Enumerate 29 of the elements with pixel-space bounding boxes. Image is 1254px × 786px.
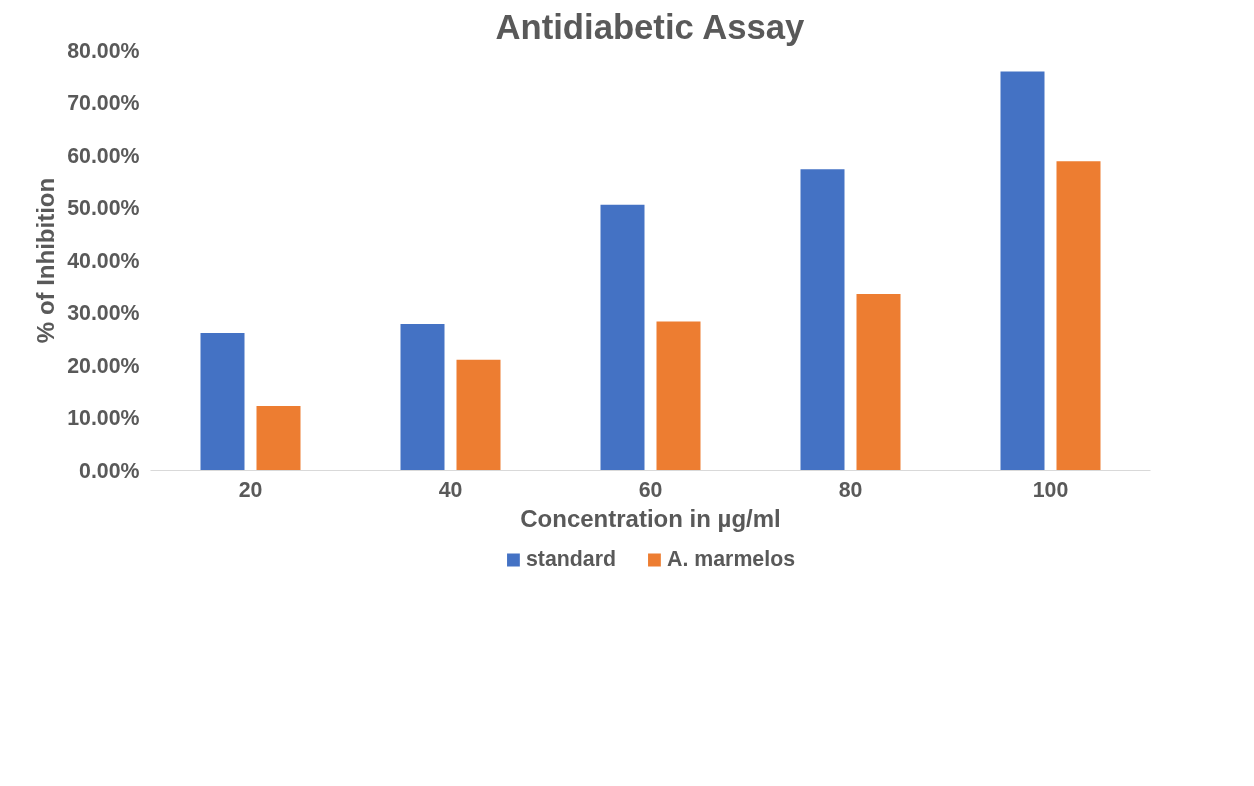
x-tick-label: 40 [438, 477, 463, 502]
y-tick-label: 60.00% [67, 143, 140, 168]
chart-title: Antidiabetic Assay [495, 7, 805, 46]
bar [400, 324, 445, 471]
y-tick-label: 10.00% [67, 406, 140, 430]
y-tick-label: 80.00% [67, 38, 140, 63]
x-tick-label: 20 [238, 477, 263, 502]
y-tick-label: 20.00% [67, 353, 140, 378]
bar [456, 359, 501, 471]
x-tick-label: 100 [1032, 477, 1069, 502]
y-tick-label: 70.00% [67, 91, 140, 115]
x-axis-title: Concentration in µg/ml [520, 504, 781, 532]
bar [1056, 161, 1101, 471]
y-tick-label: 40.00% [67, 248, 140, 273]
bar [200, 332, 245, 471]
legend-label: standard [525, 546, 617, 572]
legend-label: A. marmelos [667, 546, 796, 572]
y-axis-title: % of Inhibition [32, 177, 60, 344]
y-tick-label: 30.00% [67, 301, 140, 325]
bar [656, 321, 701, 471]
bar [800, 169, 845, 471]
bar [856, 294, 901, 471]
x-tick-label: 80 [838, 477, 863, 502]
bar [256, 405, 301, 471]
y-tick-label: 50.00% [67, 196, 140, 220]
x-tick-label: 60 [638, 477, 663, 502]
bar [1000, 71, 1045, 471]
y-tick-label: 0.00% [79, 458, 140, 483]
bar [600, 204, 645, 471]
